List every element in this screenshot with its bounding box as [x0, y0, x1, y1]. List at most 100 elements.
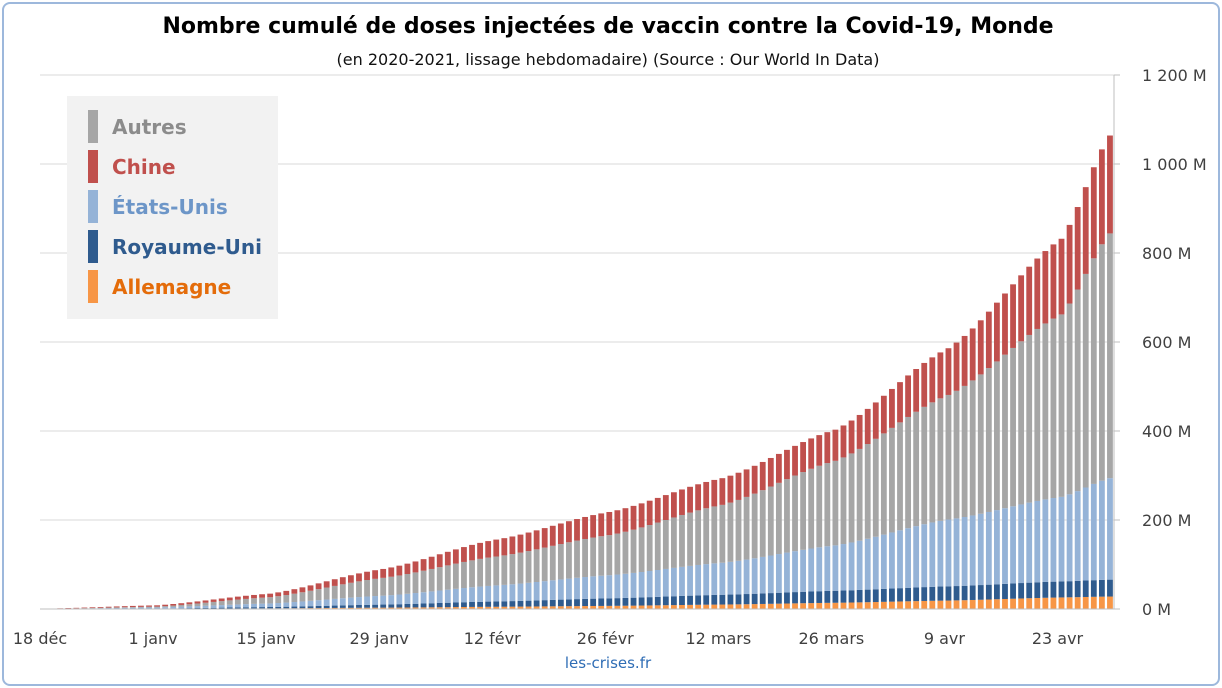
bar-segment-chine [856, 414, 863, 449]
bar-segment-chine [356, 573, 362, 582]
bar-segment--tats-unis [606, 575, 613, 599]
legend-label: Autres [112, 115, 187, 139]
bar-segment-autres [259, 597, 265, 604]
bar-segment--tats-unis [985, 511, 992, 585]
bar-segment--tats-unis [275, 603, 282, 607]
bar-segment--tats-unis [638, 572, 645, 598]
bar-segment--tats-unis [372, 596, 379, 605]
bar-segment--tats-unis [582, 577, 588, 599]
bar-segment--tats-unis [364, 596, 370, 605]
bar-segment-royaume-uni [259, 607, 265, 609]
bar-segment-allemagne [606, 605, 613, 609]
bar-segment-royaume-uni [670, 596, 677, 606]
bar-segment--tats-unis [687, 565, 693, 596]
bar-segment-autres [711, 506, 718, 564]
bar-segment-autres [985, 368, 992, 512]
bar-segment-royaume-uni [638, 597, 645, 606]
bar-segment-allemagne [339, 607, 346, 609]
bar-segment-allemagne [703, 604, 710, 609]
x-tick-label: 18 déc [13, 629, 67, 648]
bar-segment--tats-unis [436, 590, 443, 603]
bar-segment--tats-unis [977, 513, 984, 586]
bar-segment-chine [178, 603, 185, 605]
bar-segment-royaume-uni [275, 606, 282, 609]
bar-segment--tats-unis [711, 563, 718, 595]
bar-segment-chine [735, 472, 742, 500]
bar-segment-allemagne [444, 607, 451, 609]
bar-segment-royaume-uni [428, 603, 435, 608]
bar-segment--tats-unis [622, 573, 629, 598]
bar-segment--tats-unis [315, 600, 322, 606]
bar-segment--tats-unis [840, 544, 847, 591]
bar-segment-royaume-uni [501, 601, 508, 607]
bar-segment-royaume-uni [557, 599, 564, 607]
bar-segment-chine [889, 388, 895, 428]
bar-segment-royaume-uni [315, 605, 322, 609]
bar-segment-allemagne [1034, 597, 1041, 609]
bar-segment--tats-unis [598, 575, 605, 599]
bar-segment-royaume-uni [243, 607, 249, 609]
bar-segment--tats-unis [646, 571, 653, 598]
bar-segment-royaume-uni [622, 597, 629, 606]
bar-segment-chine [404, 563, 411, 574]
bar-segment--tats-unis [396, 594, 403, 605]
bar-segment-allemagne [961, 600, 968, 609]
bar-segment-allemagne [1026, 598, 1033, 609]
legend-swatch [88, 110, 98, 143]
bar-segment-chine [638, 503, 645, 528]
bar-segment--tats-unis [509, 584, 516, 602]
legend-swatch [88, 270, 98, 303]
bar-segment-chine [243, 595, 249, 599]
bar-segment-autres [412, 572, 419, 594]
bar-segment-chine [775, 453, 782, 483]
bar-segment-allemagne [1082, 596, 1089, 609]
x-tick-label: 1 janv [128, 629, 177, 648]
bar-segment-chine [913, 369, 920, 412]
x-tick-label: 23 avr [1032, 629, 1084, 648]
bar-segment-autres [178, 604, 185, 607]
bar-segment-royaume-uni [541, 600, 548, 607]
bar-segment-chine [525, 532, 532, 552]
bar-segment-chine [186, 602, 193, 605]
bar-segment--tats-unis [501, 584, 508, 602]
bar-segment-allemagne [1074, 597, 1081, 609]
bar-segment--tats-unis [654, 569, 661, 597]
bar-segment-autres [864, 444, 871, 539]
bar-segment-royaume-uni [574, 599, 580, 607]
bar-segment-royaume-uni [1010, 583, 1016, 599]
bar-segment-chine [719, 478, 726, 505]
bar-segment-chine [501, 538, 508, 556]
bar-segment-chine [800, 442, 807, 473]
bar-segment-allemagne [1098, 596, 1105, 609]
bar-segment--tats-unis [331, 598, 338, 606]
bar-segment-autres [210, 601, 217, 606]
bar-segment-allemagne [1042, 597, 1049, 609]
bar-segment-chine [331, 579, 338, 586]
bar-segment-autres [154, 606, 160, 608]
bar-segment-chine [121, 606, 128, 608]
bar-segment-chine [905, 375, 911, 417]
bar-segment-chine [339, 577, 346, 585]
bar-segment-chine [202, 600, 209, 603]
bar-segment-royaume-uni [840, 590, 847, 603]
bar-segment-autres [226, 600, 233, 605]
bar-segment-autres [501, 555, 508, 585]
bar-segment-royaume-uni [784, 592, 790, 604]
bar-segment-allemagne [557, 606, 564, 609]
bar-segment-royaume-uni [961, 585, 968, 601]
bar-segment-royaume-uni [364, 604, 370, 608]
bar-segment-chine [412, 561, 419, 573]
bar-segment-chine [380, 568, 387, 578]
bar-segment--tats-unis [695, 564, 702, 596]
bar-segment-autres [582, 538, 588, 578]
bar-segment--tats-unis [347, 597, 354, 606]
bar-segment-autres [929, 402, 936, 523]
bar-segment--tats-unis [356, 597, 362, 605]
bar-segment--tats-unis [202, 605, 209, 608]
bar-segment--tats-unis [1002, 508, 1008, 584]
bar-segment-autres [436, 567, 443, 591]
bar-segment-autres [291, 593, 298, 603]
bar-segment-royaume-uni [339, 605, 346, 608]
bar-segment-autres [719, 504, 726, 563]
bar-segment-chine [549, 525, 556, 546]
